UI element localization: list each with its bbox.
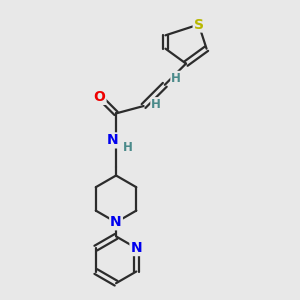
Text: N: N: [110, 215, 122, 229]
Text: N: N: [130, 241, 142, 255]
Text: S: S: [194, 17, 204, 32]
Text: H: H: [151, 98, 161, 111]
Text: O: O: [94, 90, 106, 104]
Text: H: H: [122, 141, 132, 154]
Text: H: H: [171, 72, 181, 85]
Text: N: N: [106, 134, 118, 147]
